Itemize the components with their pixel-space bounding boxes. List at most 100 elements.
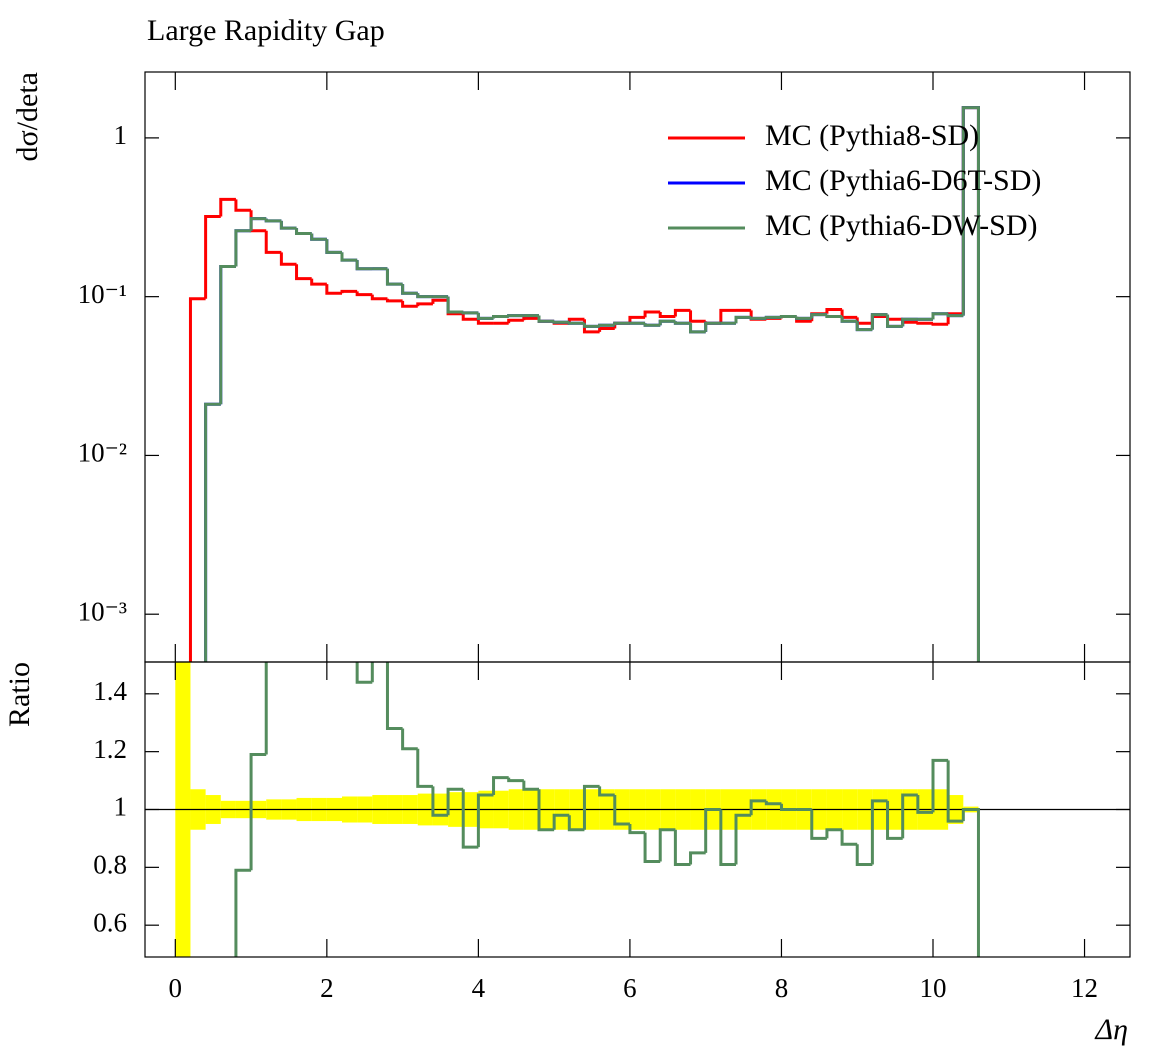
histogram-step [840, 829, 858, 846]
histogram-step [385, 268, 403, 286]
histogram-step [689, 323, 706, 334]
histogram-step [219, 264, 236, 405]
histogram-step [279, 252, 297, 266]
histogram-step [416, 302, 433, 307]
histogram-step [825, 828, 843, 839]
histogram-step [704, 321, 721, 332]
histogram-step [295, 264, 312, 281]
y-tick-label: 10⁻² [78, 438, 127, 468]
histogram-step [901, 317, 918, 327]
histogram-step [764, 315, 782, 319]
histogram-step [870, 799, 888, 865]
histogram-step [385, 662, 403, 731]
histogram-step [673, 829, 691, 866]
histogram-step [234, 229, 252, 267]
histogram-step [370, 294, 388, 301]
histogram-step [658, 828, 676, 862]
histogram-step [281, 607, 296, 642]
histogram-step [931, 758, 949, 813]
histogram-step [204, 402, 221, 662]
histogram-step [931, 322, 949, 326]
histogram-step [749, 316, 767, 320]
histogram-step [946, 313, 964, 318]
histogram-step [795, 316, 812, 320]
y-axis-label: dσ/deta [11, 72, 44, 161]
histogram-step [855, 317, 873, 325]
histogram-step [219, 264, 236, 405]
histogram-step [234, 199, 252, 212]
histogram-step [476, 319, 494, 325]
histogram-step [749, 799, 767, 816]
histogram-step [340, 289, 358, 294]
ratio-plot [145, 549, 1130, 957]
histogram-step [370, 662, 374, 683]
histogram-step [522, 316, 539, 321]
histogram-step [507, 777, 524, 783]
histogram-step [779, 314, 797, 318]
histogram-step [188, 297, 206, 662]
histogram-step [582, 323, 600, 328]
histogram-step [446, 296, 464, 314]
histogram-step [249, 217, 267, 231]
histogram-step [416, 293, 433, 299]
histogram-step [537, 789, 555, 832]
histogram-step [628, 315, 646, 324]
histogram-step [779, 803, 797, 811]
histogram-step [461, 313, 479, 321]
histogram-step [204, 402, 221, 662]
histogram-step [297, 578, 312, 607]
histogram-step [446, 296, 464, 314]
y-tick-label: 1 [114, 792, 128, 822]
x-tick-label: 6 [623, 973, 637, 1003]
histogram-step [431, 298, 449, 304]
histogram-step [810, 313, 827, 319]
histogram-step [219, 197, 236, 217]
histogram-step [901, 793, 918, 839]
histogram-step [507, 314, 524, 318]
histogram-step [492, 314, 509, 319]
histogram-step [810, 809, 827, 840]
legend-label: MC (Pythia6-DW-SD) [765, 209, 1038, 242]
histogram-step [476, 793, 494, 848]
histogram-step [312, 549, 327, 578]
histogram-step [734, 813, 752, 865]
histogram-step [264, 230, 282, 254]
histogram-step [613, 795, 630, 826]
histogram-step [916, 795, 933, 814]
histogram-step [325, 239, 342, 254]
x-tick-label: 0 [169, 973, 183, 1003]
histogram-step [552, 320, 570, 324]
histogram-step [643, 832, 661, 864]
histogram-step [567, 815, 585, 832]
y-tick-label: 1 [114, 120, 128, 150]
histogram-step [401, 728, 418, 751]
y-tick-label: 10⁻³ [78, 596, 127, 626]
histogram-step [416, 748, 433, 788]
ratio-axis-label: Ratio [3, 662, 36, 727]
histogram-step [342, 578, 357, 636]
histogram-step [340, 252, 358, 262]
histogram-step [886, 314, 903, 328]
main-frame [144, 71, 1131, 663]
histogram-step [840, 309, 858, 319]
histogram-step [204, 214, 221, 299]
histogram-step [658, 312, 676, 318]
histogram-step [916, 321, 933, 325]
histogram-step [643, 323, 661, 327]
histogram-step [327, 549, 342, 578]
histogram-step [825, 314, 843, 318]
main-plot [188, 106, 980, 662]
histogram-step [461, 311, 479, 315]
histogram-step [734, 315, 752, 324]
histogram-step [870, 313, 888, 330]
histogram-step [613, 321, 630, 326]
histogram-step [673, 308, 691, 317]
histogram-step [249, 753, 267, 871]
histogram-step [689, 851, 706, 865]
histogram-step [325, 284, 342, 295]
histogram-step [537, 315, 555, 323]
histogram-step [552, 813, 570, 830]
histogram-step [719, 809, 736, 866]
histogram-step [355, 291, 373, 297]
histogram-step [931, 312, 949, 320]
